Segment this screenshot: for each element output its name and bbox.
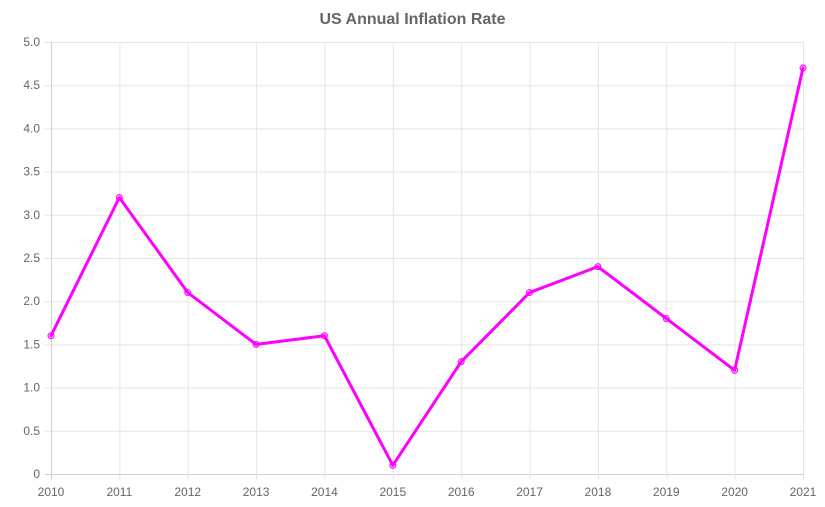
x-tick-label: 2015 <box>379 485 406 499</box>
y-tick-label: 4.5 <box>23 78 40 92</box>
x-tick-label: 2020 <box>721 485 748 499</box>
y-tick-label: 0.5 <box>23 424 40 438</box>
x-tick-label: 2010 <box>38 485 65 499</box>
x-tick-label: 2018 <box>585 485 612 499</box>
data-point <box>526 289 534 297</box>
x-tick-label: 2019 <box>653 485 680 499</box>
x-tick-label: 2017 <box>516 485 543 499</box>
x-tick-label: 2012 <box>174 485 201 499</box>
x-tick-label: 2013 <box>243 485 270 499</box>
data-point <box>47 332 55 340</box>
data-point <box>731 366 739 374</box>
y-tick-label: 2.5 <box>23 251 40 265</box>
data-point <box>320 332 328 340</box>
x-tick-label: 2014 <box>311 485 338 499</box>
y-tick-label: 1.0 <box>23 381 40 395</box>
data-point <box>457 358 465 366</box>
data-point <box>184 289 192 297</box>
data-point <box>252 340 260 348</box>
y-tick-label: 3.0 <box>23 208 40 222</box>
y-tick-label: 1.5 <box>23 337 40 351</box>
x-tick-label: 2016 <box>448 485 475 499</box>
y-tick-label: 5.0 <box>23 35 40 49</box>
y-tick-label: 2.0 <box>23 294 40 308</box>
x-tick-label: 2011 <box>106 485 132 499</box>
data-point <box>594 263 602 271</box>
data-point <box>799 64 807 72</box>
x-tick-label: 2021 <box>790 485 817 499</box>
data-point <box>115 194 123 202</box>
data-point <box>389 461 397 469</box>
y-tick-label: 4.0 <box>23 121 40 135</box>
chart-title: US Annual Inflation Rate <box>319 11 506 28</box>
series-line <box>49 66 805 467</box>
y-tick-label: 0 <box>33 467 40 481</box>
data-point <box>662 314 670 322</box>
y-tick-label: 3.5 <box>23 165 40 179</box>
